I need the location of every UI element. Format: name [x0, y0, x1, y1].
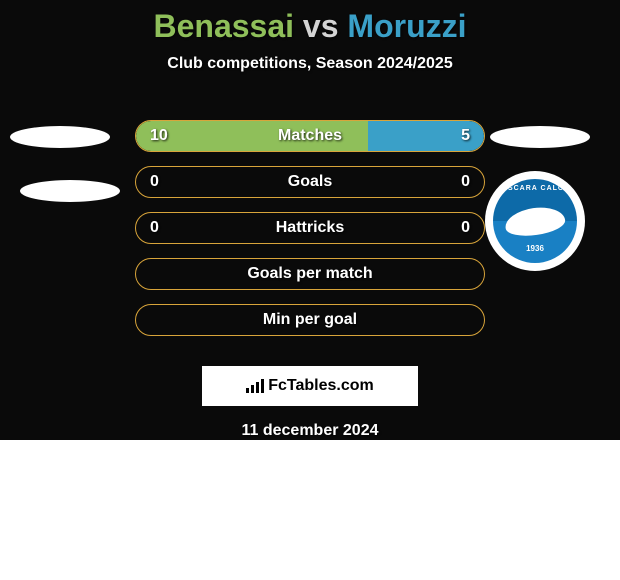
branding-badge-wrap: FcTables.com [0, 366, 620, 406]
subtitle: Club competitions, Season 2024/2025 [0, 55, 620, 73]
club-badge: PESCARA CALCIO 1936 [485, 171, 585, 271]
stat-label: Matches [278, 127, 342, 145]
player2-name: Moruzzi [347, 8, 466, 44]
chart-icon [246, 379, 264, 393]
stat-value-left: 10 [150, 127, 168, 145]
stat-row: Min per goal [135, 304, 485, 336]
stat-row: Goals per match [135, 258, 485, 290]
stat-row: 0 0 Hattricks [135, 212, 485, 244]
vs-separator: vs [303, 8, 339, 44]
white-footer-area [0, 440, 620, 580]
stat-row: 10 5 Matches [135, 120, 485, 152]
page-title: Benassai vs Moruzzi [0, 0, 620, 45]
stat-value-left: 0 [150, 173, 159, 191]
stat-label: Min per goal [263, 311, 357, 329]
avatar-left-1 [10, 126, 110, 148]
stat-value-right: 0 [461, 173, 470, 191]
avatar-right-1 [490, 126, 590, 148]
avatar-left-2 [20, 180, 120, 202]
stats-area: 10 5 Matches 0 0 Goals 0 0 Hattricks Goals per ma… [135, 120, 485, 350]
club-year: 1936 [493, 244, 577, 253]
stat-label: Hattricks [276, 219, 344, 237]
club-text: PESCARA CALCIO [493, 185, 577, 192]
stat-value-right: 0 [461, 219, 470, 237]
main-panel: Benassai vs Moruzzi Club competitions, S… [0, 0, 620, 440]
page-root: Benassai vs Moruzzi Club competitions, S… [0, 0, 620, 580]
branding-text: FcTables.com [268, 377, 374, 395]
stat-value-right: 5 [461, 127, 470, 145]
stat-label: Goals [288, 173, 332, 191]
stat-value-left: 0 [150, 219, 159, 237]
date-line: 11 december 2024 [0, 422, 620, 440]
branding-badge[interactable]: FcTables.com [202, 366, 418, 406]
player1-name: Benassai [154, 8, 295, 44]
stat-row: 0 0 Goals [135, 166, 485, 198]
stat-label: Goals per match [247, 265, 372, 283]
